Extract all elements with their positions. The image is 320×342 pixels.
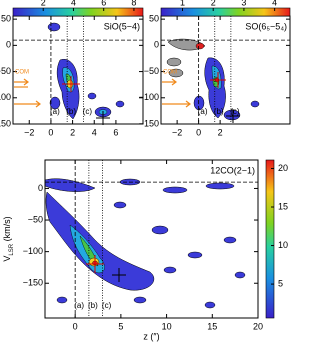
colorbar-label: 10 xyxy=(278,240,288,250)
x-tick-label: 20 xyxy=(253,321,263,331)
colorbar-label: 2 xyxy=(41,0,46,7)
figure: −20246−150−100−50050SiO(5−4)(a)(b)(c)COM… xyxy=(0,0,291,341)
panel-title: SO(6₅−5₄) xyxy=(245,21,287,31)
y-tick-label: −100 xyxy=(23,246,43,256)
annotation: (a) xyxy=(198,107,208,116)
annotation: (b) xyxy=(66,107,76,116)
x-tick-label: 0 xyxy=(48,127,53,137)
x-tick-label: 0 xyxy=(196,127,201,137)
y-tick-label: −50 xyxy=(144,66,159,76)
x-tick-label: 15 xyxy=(207,321,217,331)
x-tick-label: 10 xyxy=(162,321,172,331)
annotation: COM xyxy=(163,70,177,76)
y-tick-label: −50 xyxy=(0,66,11,76)
colorbar xyxy=(160,7,291,17)
annotation: (c) xyxy=(83,107,93,116)
annotation: (b) xyxy=(214,107,224,116)
panel-title: SiO(5−4) xyxy=(104,21,140,31)
x-tick-label: 5 xyxy=(118,321,123,331)
y-tick-label: −100 xyxy=(0,92,11,102)
colorbar-label: 3 xyxy=(241,0,246,7)
y-tick-label: −100 xyxy=(139,92,159,102)
y-axis-label-part: LSR xyxy=(9,243,15,255)
y-tick-label: 0 xyxy=(154,40,159,50)
colorbar-label: 15 xyxy=(278,201,288,211)
colorbar-label: 2 xyxy=(211,0,216,7)
colorbar-label: 4 xyxy=(71,0,76,7)
x-tick-label: 4 xyxy=(92,127,97,137)
annotation: (b) xyxy=(88,301,98,310)
colorbar-label: 8 xyxy=(131,0,136,7)
x-tick-label: 2 xyxy=(70,127,75,137)
panel-title: 12CO(2−1) xyxy=(210,165,255,175)
plot-frame xyxy=(44,159,259,319)
y-tick-label: 50 xyxy=(1,14,11,24)
colorbar-label: 1 xyxy=(180,0,185,7)
colorbar-label: 20 xyxy=(278,163,288,173)
y-tick-label: −150 xyxy=(0,118,11,128)
colorbar-label: 6 xyxy=(101,0,106,7)
y-tick-label: −150 xyxy=(139,118,159,128)
y-tick-label: 50 xyxy=(149,14,159,24)
annotation: (a) xyxy=(74,301,84,310)
annotation: (c) xyxy=(102,301,112,310)
x-tick-label: −2 xyxy=(24,127,34,137)
markers xyxy=(14,72,240,282)
y-axis-label-part: (km/s) xyxy=(2,216,12,244)
annotation: (a) xyxy=(50,107,60,116)
colorbar-label: 4 xyxy=(272,0,277,7)
y-tick-label: 0 xyxy=(6,40,11,50)
colorbar-label: 5 xyxy=(278,278,283,288)
y-axis-label-part: V xyxy=(2,256,12,262)
colorbar xyxy=(265,159,275,319)
contours-so xyxy=(166,38,260,121)
y-tick-label: −150 xyxy=(23,278,43,288)
y-tick-label: −50 xyxy=(28,214,43,224)
x-axis-label: z (″) xyxy=(143,331,159,341)
annotation: (c) xyxy=(230,107,240,116)
x-tick-label: −2 xyxy=(172,127,182,137)
x-tick-label: 2 xyxy=(218,127,223,137)
y-tick-label: 0 xyxy=(38,183,43,193)
x-tick-label: 6 xyxy=(113,127,118,137)
x-tick-label: 0 xyxy=(73,321,78,331)
annotation: COM xyxy=(15,70,29,76)
y-axis-label: VLSR (km/s) xyxy=(2,216,14,261)
colorbar xyxy=(12,7,144,17)
contours-sio xyxy=(47,22,125,120)
